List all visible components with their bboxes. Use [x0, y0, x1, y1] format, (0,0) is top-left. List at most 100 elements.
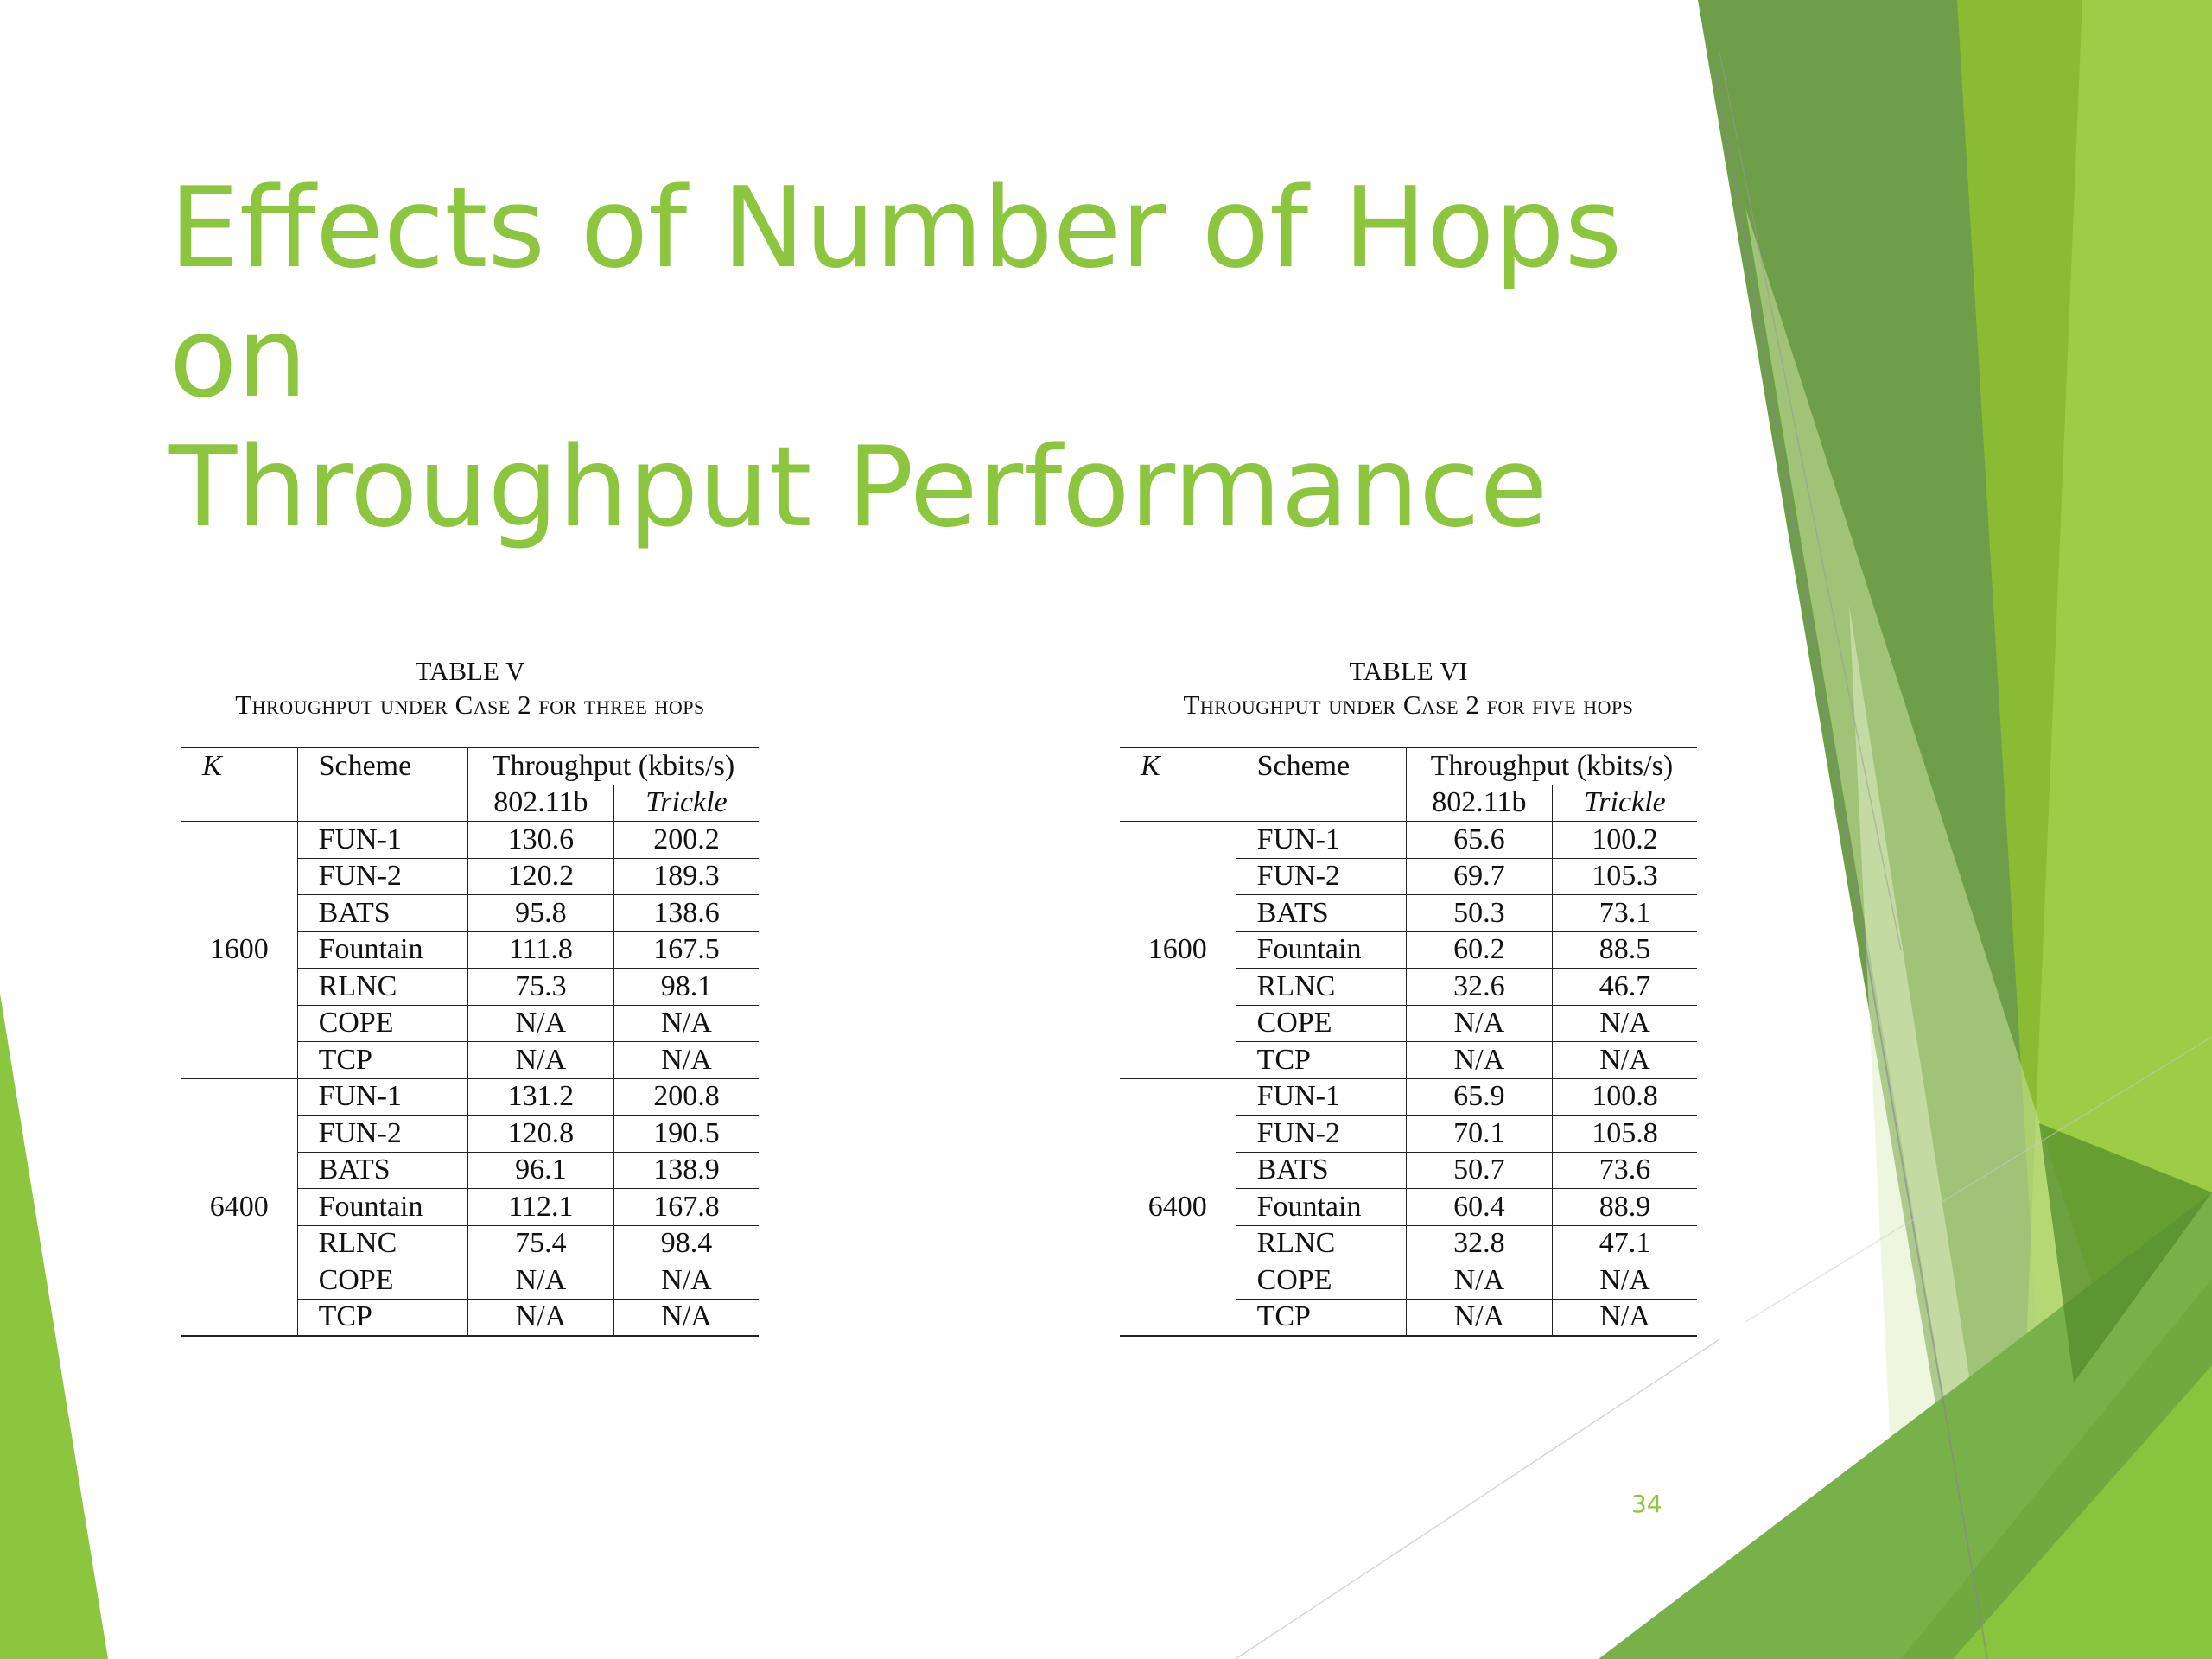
table-number: TABLE VI	[1349, 656, 1468, 686]
throughput-table-five-hops: K Scheme Throughput (kbits/s) 802.11b Tr…	[1120, 747, 1697, 1337]
table-row: 6400 FUN-1 65.9 100.8	[1120, 1078, 1697, 1337]
table-number: TABLE V	[415, 656, 525, 686]
value-cell: N/A	[613, 1262, 759, 1300]
scheme-header: Scheme	[1236, 747, 1407, 785]
table-row: 1600 FUN-1 65.6 100.2	[1120, 821, 1697, 1079]
value-cell: 73.1	[1552, 894, 1697, 932]
scheme-cell: BATS	[297, 1152, 468, 1189]
value-cell: N/A	[467, 1005, 614, 1042]
value-cell: 105.8	[1552, 1115, 1697, 1153]
value-cell: 75.4	[467, 1225, 614, 1262]
scheme-cell: BATS	[1236, 894, 1407, 932]
value-cell: 105.3	[1552, 858, 1697, 895]
value-cell: 65.6	[1406, 821, 1553, 859]
table-row: TCP N/A N/A	[181, 1299, 759, 1337]
value-cell: 167.5	[613, 931, 759, 969]
value-cell: 60.4	[1406, 1188, 1553, 1226]
table-row: RLNC 32.6 46.7	[1120, 968, 1697, 1006]
scheme-cell: COPE	[297, 1005, 468, 1042]
value-cell: 98.4	[613, 1225, 759, 1262]
scheme-cell: TCP	[1236, 1299, 1407, 1337]
scheme-cell: FUN-2	[1236, 858, 1407, 895]
value-cell: 100.8	[1552, 1078, 1697, 1116]
value-cell: N/A	[1406, 1041, 1553, 1079]
table-row: BATS 95.8 138.6	[181, 894, 759, 932]
table-caption: Throughput under Case 2 for three hops	[235, 690, 705, 720]
table-row: RLNC 32.8 47.1	[1120, 1225, 1697, 1262]
value-cell: 189.3	[613, 858, 759, 895]
scheme-cell: TCP	[297, 1299, 468, 1337]
value-cell: N/A	[613, 1005, 759, 1042]
value-cell: 120.2	[467, 858, 614, 895]
scheme-cell: FUN-2	[1236, 1115, 1407, 1153]
value-cell: N/A	[1406, 1299, 1553, 1337]
k-value: 1600	[1120, 821, 1236, 1079]
slide-title: Effects of Number of Hops on Throughput …	[169, 164, 1623, 552]
scheme-cell: TCP	[297, 1041, 468, 1079]
value-cell: N/A	[467, 1262, 614, 1300]
value-cell: 95.8	[467, 894, 614, 932]
table-row: TCP N/A N/A	[1120, 1299, 1697, 1337]
scheme-cell: COPE	[1236, 1005, 1407, 1042]
value-cell: 131.2	[467, 1078, 614, 1116]
throughput-header: Throughput (kbits/s)	[1406, 747, 1697, 785]
table-row: BATS 96.1 138.9	[181, 1152, 759, 1189]
value-cell: 96.1	[467, 1152, 614, 1189]
table-row: RLNC 75.4 98.4	[181, 1225, 759, 1262]
k-header: K	[1120, 747, 1236, 785]
value-cell: N/A	[1552, 1005, 1697, 1042]
value-cell: N/A	[1552, 1299, 1697, 1337]
k-header: K	[181, 747, 298, 785]
scheme-cell: Fountain	[1236, 1188, 1407, 1226]
scheme-cell: BATS	[297, 894, 468, 932]
scheme-cell: FUN-2	[297, 858, 468, 895]
value-cell: 50.7	[1406, 1152, 1553, 1189]
table-row: FUN-2 120.2 189.3	[181, 858, 759, 895]
scheme-cell: BATS	[1236, 1152, 1407, 1189]
value-cell: 32.6	[1406, 968, 1553, 1006]
col-trickle-header: Trickle	[613, 785, 759, 822]
table-row: Fountain 112.1 167.8	[181, 1188, 759, 1226]
value-cell: 138.9	[613, 1152, 759, 1189]
scheme-cell: RLNC	[1236, 968, 1407, 1006]
value-cell: 50.3	[1406, 894, 1553, 932]
value-cell: 88.5	[1552, 931, 1697, 969]
value-cell: 111.8	[467, 931, 614, 969]
table-row: Fountain 60.4 88.9	[1120, 1188, 1697, 1226]
k-value: 6400	[1120, 1078, 1236, 1337]
throughput-table-three-hops: K Scheme Throughput (kbits/s) 802.11b Tr…	[181, 747, 759, 1337]
table-row: BATS 50.7 73.6	[1120, 1152, 1697, 1189]
scheme-cell: Fountain	[297, 931, 468, 969]
table-row: COPE N/A N/A	[181, 1005, 759, 1042]
scheme-cell: FUN-1	[297, 1078, 468, 1116]
table-v-block: TABLE V Throughput under Case 2 for thre…	[181, 655, 759, 1337]
value-cell: 200.2	[613, 821, 759, 859]
scheme-cell: FUN-1	[1236, 1078, 1407, 1116]
scheme-cell: RLNC	[297, 1225, 468, 1262]
value-cell: 167.8	[613, 1188, 759, 1226]
k-value: 6400	[181, 1078, 298, 1337]
scheme-header: Scheme	[297, 747, 468, 785]
value-cell: 75.3	[467, 968, 614, 1006]
value-cell: 65.9	[1406, 1078, 1553, 1116]
value-cell: N/A	[467, 1299, 614, 1337]
value-cell: 98.1	[613, 968, 759, 1006]
value-cell: 138.6	[613, 894, 759, 932]
scheme-cell: RLNC	[297, 968, 468, 1006]
value-cell: 200.8	[613, 1078, 759, 1116]
scheme-cell: TCP	[1236, 1041, 1407, 1079]
scheme-cell: Fountain	[297, 1188, 468, 1226]
scheme-cell: RLNC	[1236, 1225, 1407, 1262]
value-cell: N/A	[613, 1299, 759, 1337]
value-cell: 70.1	[1406, 1115, 1553, 1153]
table-row: FUN-2 120.8 190.5	[181, 1115, 759, 1153]
value-cell: N/A	[1552, 1041, 1697, 1079]
table-row: COPE N/A N/A	[1120, 1262, 1697, 1300]
table-row: 6400 FUN-1 131.2 200.8	[181, 1078, 759, 1337]
col-80211b-header: 802.11b	[1406, 785, 1553, 822]
table-row: BATS 50.3 73.1	[1120, 894, 1697, 932]
table-row: COPE N/A N/A	[181, 1262, 759, 1300]
table-row: Fountain 60.2 88.5	[1120, 931, 1697, 969]
value-cell: 60.2	[1406, 931, 1553, 969]
